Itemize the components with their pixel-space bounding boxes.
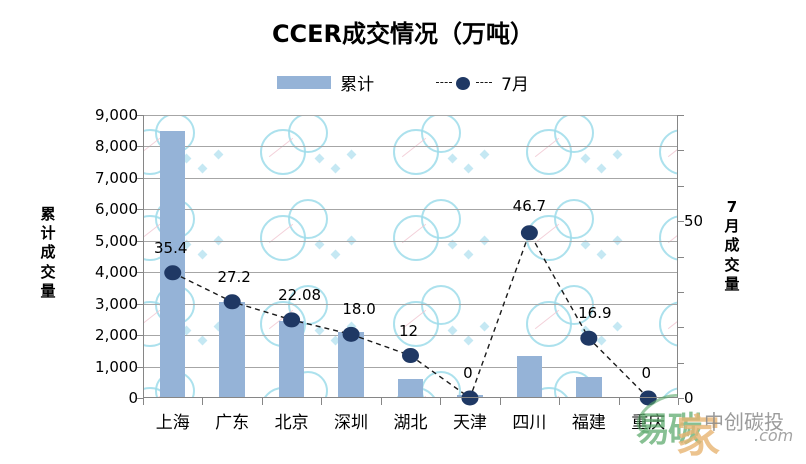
bar-广东 (219, 302, 245, 398)
line-marker-重庆 (639, 390, 657, 406)
x-axis-labels: 上海 广东 北京 深圳 湖北 天津 四川 福建 重庆 (143, 404, 678, 434)
x-axis-label-北京: 北京 (274, 413, 309, 433)
bar-北京 (278, 320, 305, 398)
y-axis-left-tick-label: 8,000 (95, 137, 138, 156)
data-label-北京: 22.08 (278, 285, 322, 304)
y-axis-left-tick-label: 2,000 (95, 326, 138, 345)
y-axis-left-tick-label: 0 (128, 389, 138, 407)
y-axis-right-tick-label: 50 (684, 212, 704, 231)
x-axis-label-湖北: 湖北 (393, 413, 428, 433)
line-marker-北京 (283, 312, 301, 328)
chart-title: CCER成交情况（万吨） (271, 20, 535, 48)
y-axis-left-tick-label: 1,000 (95, 357, 138, 376)
data-label-上海: 35.4 (154, 238, 188, 257)
y-axis-left-tick-label: 3,000 (95, 294, 138, 313)
line-marker-四川 (520, 225, 538, 241)
line-series-july (164, 225, 657, 406)
x-axis-label-四川: 四川 (512, 413, 547, 433)
y-axis-right-tick-label: 0 (684, 389, 694, 407)
data-label-福建: 16.9 (578, 304, 612, 323)
bar-福建 (576, 376, 602, 398)
data-label-重庆: 0 (641, 364, 652, 382)
x-axis-label-福建: 福建 (571, 413, 606, 433)
x-axis-label-广东: 广东 (215, 413, 250, 433)
x-axis-label-重庆: 重庆 (631, 413, 666, 433)
x-axis-label-上海: 上海 (155, 413, 190, 433)
data-label-深圳: 18.0 (342, 300, 376, 319)
legend-item-cumulative[interactable]: 累计 (277, 70, 374, 95)
legend-label-july: 7月 (501, 75, 529, 95)
bar-深圳 (338, 331, 364, 398)
data-label-广东: 27.2 (217, 267, 251, 286)
bar-上海 (159, 130, 186, 398)
legend-item-july[interactable]: 7月 (436, 70, 529, 95)
chart-legend: 累计 7月 (0, 70, 806, 95)
y-axis-left-tick-label: 6,000 (95, 200, 138, 219)
data-label-天津: 0 (463, 364, 473, 382)
y-axis-left-tick-label: 7,000 (95, 168, 138, 187)
line-marker-湖北 (402, 348, 419, 364)
x-axis-label-天津: 天津 (452, 413, 487, 433)
brand-watermark-jia: 家 (676, 411, 720, 462)
line-marker-深圳 (342, 326, 360, 342)
data-label-四川: 46.7 (512, 196, 547, 215)
line-marker-广东 (223, 294, 241, 310)
legend-bar-swatch-icon (277, 76, 332, 89)
y-axis-right-ticks: 0 50 (684, 115, 724, 407)
y-axis-left-tick-label: 5,000 (95, 231, 138, 250)
bar-四川 (516, 355, 543, 398)
legend-label-cumulative: 累计 (340, 75, 375, 95)
y-axis-left-tick-label: 4,000 (95, 263, 138, 282)
bar-湖北 (397, 379, 424, 398)
line-marker-上海 (164, 265, 182, 281)
plot-area: 35.4 27.2 22.08 18.0 12 0 46.7 16.9 0 (137, 115, 684, 406)
y-axis-left-tick-label: 9,000 (95, 106, 138, 124)
y-axis-left-title: 累计成交量 (40, 205, 56, 300)
brand-watermark-domain: .com (754, 426, 794, 445)
legend-line-marker-icon (436, 76, 493, 90)
data-label-湖北: 12 (398, 321, 419, 340)
brand-watermark-company: 中创碳投 (704, 410, 784, 434)
x-axis-label-深圳: 深圳 (334, 413, 369, 433)
line-marker-天津 (461, 390, 479, 406)
y-axis-left-ticks: 0 1,000 2,000 3,000 4,000 5,000 6,000 7,000 8,00… (62, 106, 138, 407)
line-marker-福建 (580, 330, 598, 346)
